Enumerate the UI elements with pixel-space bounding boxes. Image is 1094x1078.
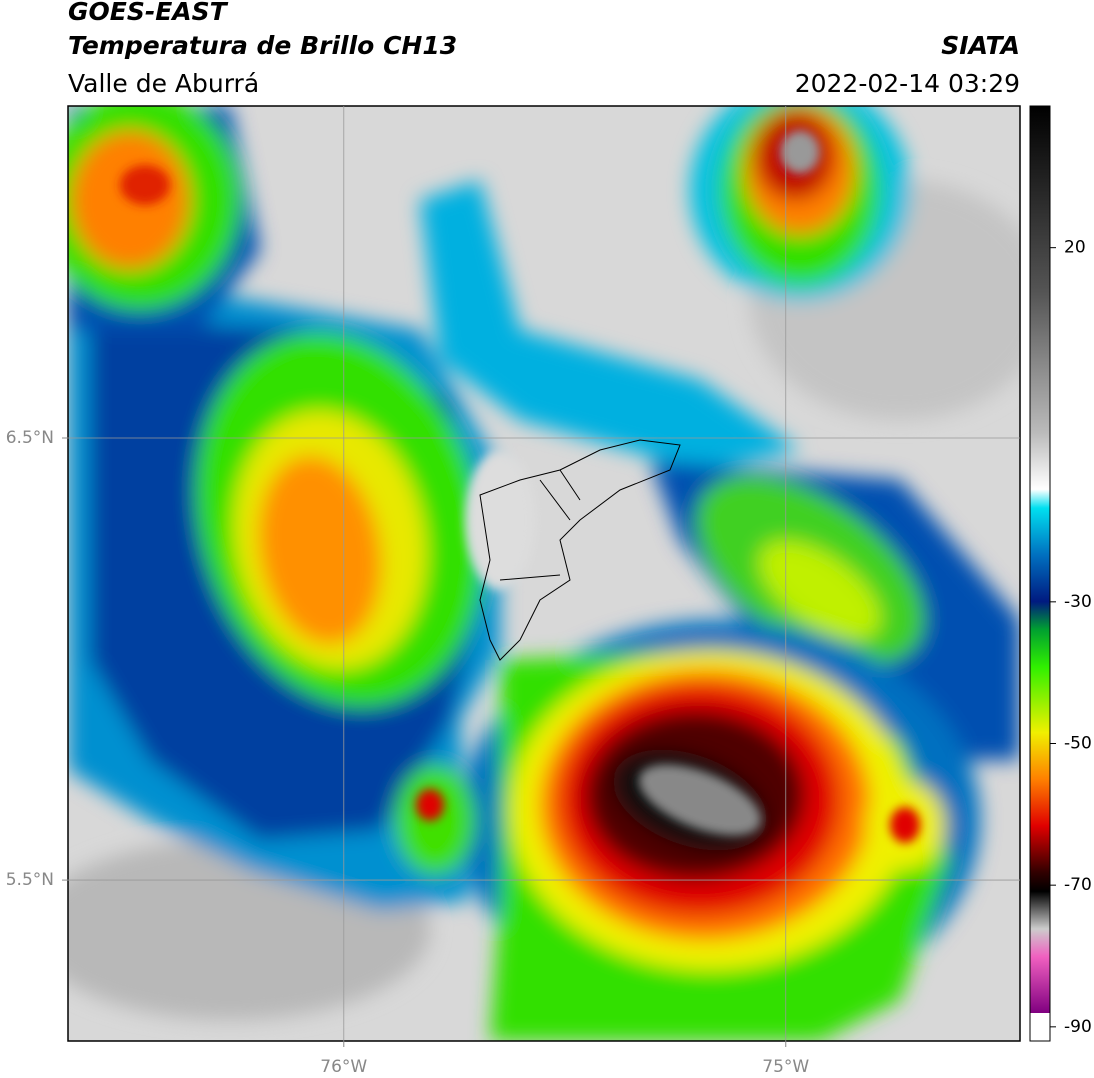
source: SIATA <box>941 31 1020 60</box>
region: Valle de Aburrá <box>68 69 259 98</box>
colorbar <box>1029 105 1051 1042</box>
y-tick-label: 5.5°N <box>6 870 54 890</box>
colorbar-tick-label: -70 <box>1064 875 1092 895</box>
map-frame <box>67 105 1021 1042</box>
x-tick-label: 76°W <box>320 1057 367 1077</box>
datetime: 2022-02-14 03:29 <box>795 69 1020 98</box>
colorbar-tick-label: 20 <box>1064 238 1086 258</box>
subtitle: Temperatura de Brillo CH13 <box>68 31 457 60</box>
colorbar-tick-label: -30 <box>1064 592 1092 612</box>
title: GOES-EAST <box>68 0 229 26</box>
colorbar-tick-label: -50 <box>1064 734 1092 754</box>
y-tick-label: 6.5°N <box>6 428 54 448</box>
x-tick-label: 75°W <box>762 1057 809 1077</box>
colorbar-tick-label: -90 <box>1064 1017 1092 1037</box>
satellite-image <box>68 106 1020 1041</box>
